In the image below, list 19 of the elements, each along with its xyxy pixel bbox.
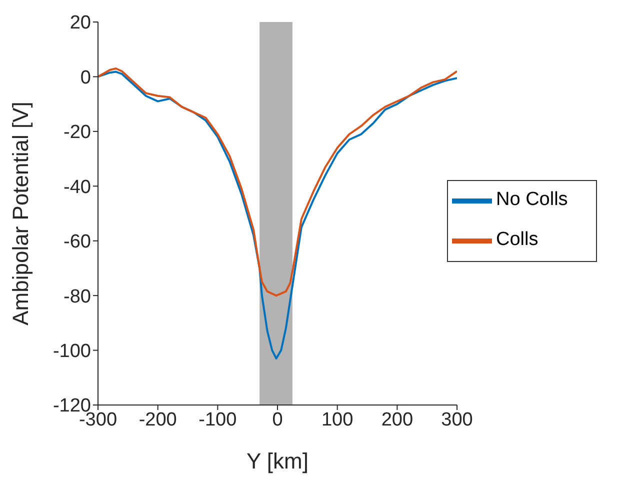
y-tick-label: -40 xyxy=(64,176,91,198)
x-tick-label: -100 xyxy=(198,409,237,430)
x-tick-label: -200 xyxy=(138,409,177,430)
line-series xyxy=(98,68,457,297)
y-tick-label: -100 xyxy=(52,341,91,362)
x-tick-label: 0 xyxy=(272,409,283,430)
x-tick-label: 200 xyxy=(381,409,414,430)
x-tick-label: 100 xyxy=(321,409,354,430)
legend-label: Colls xyxy=(496,229,538,250)
y-tick-label: -20 xyxy=(64,122,91,144)
x-axis-title: Y [km] xyxy=(246,448,308,474)
legend-label: No Colls xyxy=(496,189,568,210)
y-tick-label: 0 xyxy=(80,67,91,88)
x-tick-label: 300 xyxy=(441,409,473,430)
y-tick-label: -80 xyxy=(64,286,91,308)
y-tick-label: -60 xyxy=(64,232,91,253)
y-tick-label: 20 xyxy=(70,12,91,34)
y-axis-title: Ambipolar Potential [V] xyxy=(8,102,33,326)
line-series xyxy=(98,70,457,360)
